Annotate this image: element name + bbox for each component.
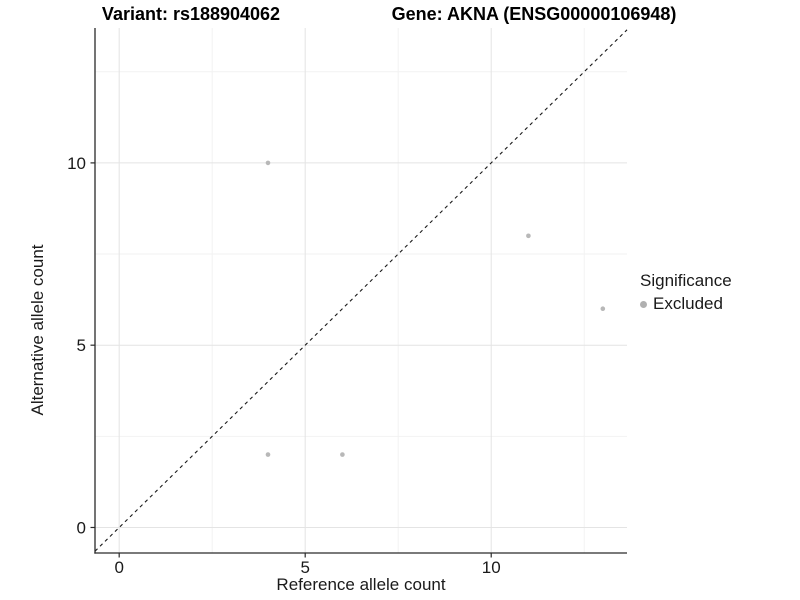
gene-title: Gene: AKNA (ENSG00000106948) [391, 4, 677, 24]
legend: Significance Excluded [640, 271, 732, 314]
y-tick-label: 5 [77, 336, 86, 355]
legend-title: Significance [640, 271, 732, 290]
identity-dashed-line [94, 29, 628, 552]
variant-title: Variant: rs188904062 [101, 4, 281, 24]
y-tick-label: 10 [67, 154, 86, 173]
y-tick-label: 0 [77, 518, 86, 537]
x-tick-label: 10 [482, 558, 501, 577]
data-point [265, 160, 271, 166]
x-axis-label: Reference allele count [276, 575, 446, 594]
x-tick-label: 0 [114, 558, 123, 577]
legend-item-excluded: Excluded [640, 294, 732, 314]
legend-point-icon [640, 300, 647, 308]
legend-item-label: Excluded [653, 294, 723, 313]
data-point [600, 306, 606, 312]
data-point [340, 452, 345, 457]
data-point [526, 233, 531, 239]
x-tick-label: 5 [300, 558, 309, 577]
y-axis-label: Alternative allele count [28, 244, 47, 416]
data-point [265, 452, 271, 457]
